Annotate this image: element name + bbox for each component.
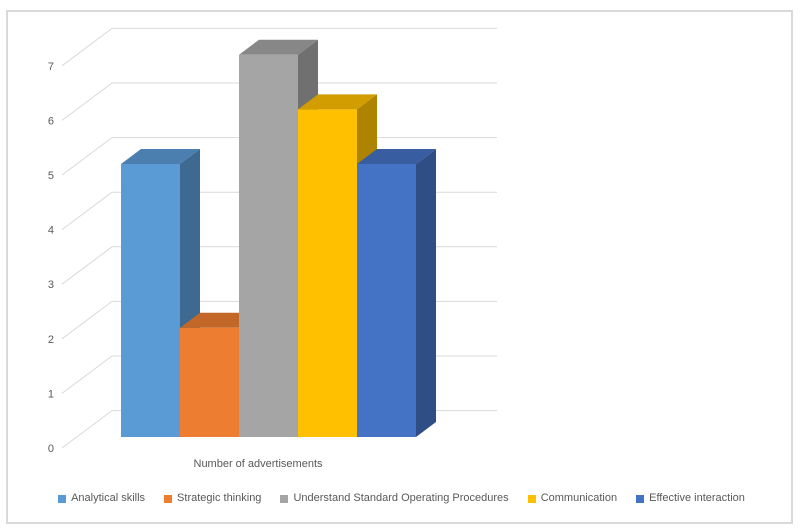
legend-label: Effective interaction [649, 492, 745, 504]
side-wall-gridlines [61, 27, 113, 449]
side-wall-gridline [61, 137, 113, 176]
legend-item-strategic-thinking[interactable]: Strategic thinking [164, 493, 261, 504]
y-tick-label: 7 [48, 61, 54, 73]
legend-item-effective-interaction[interactable]: Effective interaction [636, 493, 745, 504]
y-tick-label: 6 [48, 115, 54, 127]
legend-swatch-icon [636, 494, 645, 503]
bar-top-face [298, 94, 377, 110]
y-tick-label: 2 [48, 334, 54, 346]
legend-swatch-icon [164, 494, 173, 503]
y-tick-label: 5 [48, 170, 54, 182]
legend-label: Understand Standard Operating Procedures [293, 492, 509, 504]
legend-label: Strategic thinking [177, 492, 262, 504]
legend-label: Communication [540, 492, 618, 504]
y-tick-label: 1 [48, 388, 54, 400]
category-axis-label: Number of advertisements [194, 458, 323, 470]
y-tick-label: 4 [48, 225, 54, 237]
legend-item-understand-sop[interactable]: Understand Standard Operating Procedures [280, 492, 509, 504]
side-wall-gridline [61, 410, 113, 449]
bar-top-face [357, 149, 436, 164]
legend-item-analytical-skills[interactable]: Analytical skills [58, 493, 145, 504]
bar-front-face[interactable] [298, 109, 357, 438]
side-wall-gridline [61, 191, 113, 231]
bar-front-face[interactable] [239, 54, 298, 438]
bar-side-face [416, 149, 436, 437]
legend-swatch-icon [280, 494, 289, 503]
bar-chart-3d: 0 1 2 3 4 5 6 7 Number of advertisements [48, 27, 497, 470]
side-wall-gridline [61, 27, 113, 67]
legend-swatch-icon [527, 494, 536, 503]
legend-label: Analytical skills [71, 492, 146, 504]
side-wall-gridline [61, 82, 113, 121]
side-wall-gridline [61, 246, 113, 285]
chart-legend: Analytical skills Strategic thinking Und… [0, 493, 803, 504]
y-tick-label: 3 [48, 279, 54, 291]
side-wall-gridline [61, 355, 113, 394]
bar-top-face [239, 39, 318, 55]
bar-front-face[interactable] [180, 327, 239, 437]
bars [121, 39, 436, 438]
bar-front-face[interactable] [121, 164, 180, 437]
bar-effective-interaction[interactable] [357, 149, 436, 437]
bar-top-face [121, 149, 200, 164]
legend-item-communication[interactable]: Communication [527, 492, 618, 504]
legend-swatch-icon [58, 494, 67, 503]
bar-front-face[interactable] [357, 164, 416, 437]
y-tick-label: 0 [48, 443, 54, 455]
y-axis-tick-labels: 0 1 2 3 4 5 6 7 [48, 61, 54, 455]
side-wall-gridline [61, 300, 113, 340]
